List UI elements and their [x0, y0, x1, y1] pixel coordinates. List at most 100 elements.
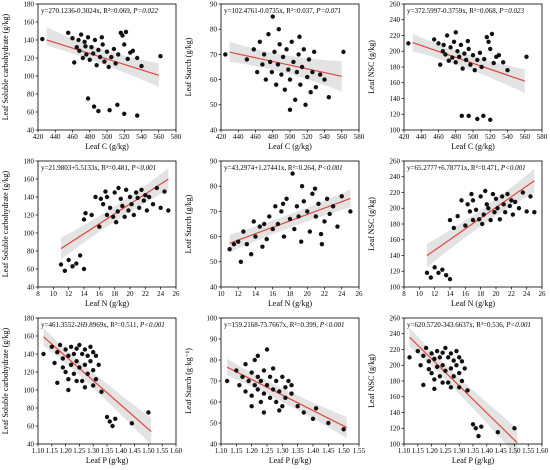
data-point	[255, 69, 260, 75]
data-point	[341, 49, 346, 55]
x-tick-label: 540	[319, 133, 330, 141]
data-point	[470, 198, 476, 203]
data-point	[492, 209, 497, 215]
data-point	[260, 62, 265, 67]
data-point	[289, 39, 294, 44]
data-point	[445, 355, 451, 360]
data-point	[279, 209, 284, 214]
x-tick-label: 540	[502, 133, 513, 141]
data-point	[77, 48, 82, 53]
x-tick-label: 440	[416, 133, 427, 141]
data-point	[274, 399, 279, 405]
data-point	[113, 416, 118, 421]
data-point	[486, 206, 491, 211]
x-tick-label: 1.45	[494, 447, 507, 455]
regression-equation: y=159.2168-73.7667x, R²=0.399, P<0.001	[224, 321, 345, 329]
x-tick-label: 16	[462, 290, 470, 298]
data-point	[479, 64, 484, 70]
data-point	[406, 41, 411, 46]
data-point	[318, 231, 324, 237]
data-point	[335, 224, 340, 229]
data-point	[275, 62, 281, 67]
data-point	[257, 39, 263, 44]
data-point	[269, 69, 275, 75]
x-tick-label: 20	[304, 290, 312, 298]
data-point	[261, 368, 267, 373]
data-point	[89, 45, 94, 50]
data-point	[443, 272, 449, 278]
y-tick-label: 40	[27, 283, 35, 291]
r-squared-text: R²=0.264,	[288, 164, 318, 172]
y-tick-label: 260	[390, 314, 401, 322]
x-tick-label: 20	[127, 290, 135, 298]
data-point	[481, 212, 486, 217]
y-axis-label: Leaf NSC (g/kg)	[367, 197, 376, 251]
data-point	[448, 351, 454, 356]
data-point	[301, 410, 306, 415]
r-squared-text: R²=0.511,	[110, 321, 140, 329]
data-point	[421, 353, 426, 358]
data-point	[476, 433, 481, 439]
data-point	[482, 56, 487, 62]
data-point	[123, 29, 129, 35]
data-point	[49, 344, 54, 349]
regression-line	[412, 42, 525, 82]
data-point	[445, 380, 451, 385]
equation-text: y=43.2974+1.27441x,	[224, 164, 288, 172]
x-tick-label: 24	[157, 290, 165, 298]
data-point	[495, 206, 500, 211]
data-point	[83, 44, 88, 49]
y-tick-label: 180	[24, 0, 35, 8]
equation-text: y=372.5997-0.3759x,	[407, 7, 469, 15]
y-tick-label: 220	[390, 32, 401, 40]
data-point	[249, 393, 254, 398]
data-point	[312, 186, 318, 191]
data-point	[307, 229, 313, 234]
data-point	[415, 348, 420, 354]
data-point	[283, 385, 288, 390]
data-point	[109, 54, 114, 60]
x-axis-label: Leaf N (g/kg)	[451, 299, 495, 308]
data-point	[280, 374, 285, 379]
data-point	[92, 37, 98, 43]
data-point	[291, 59, 296, 65]
data-point	[263, 77, 269, 82]
data-point	[82, 347, 88, 352]
data-point	[249, 370, 254, 375]
data-point	[465, 388, 470, 393]
data-point	[447, 276, 453, 282]
y-tick-label: 140	[390, 409, 401, 417]
y-tick-label: 140	[390, 95, 401, 103]
data-point	[85, 96, 91, 101]
data-point	[252, 357, 257, 363]
x-tick-label: 1.20	[425, 447, 438, 455]
r-squared-text: R²=0.068,	[469, 7, 499, 15]
data-point	[457, 54, 462, 59]
data-point	[253, 234, 258, 239]
data-point	[270, 366, 276, 371]
data-point	[241, 229, 246, 234]
regression-equation: y=43.2974+1.27441x, R²=0.264, P<0.001	[224, 164, 343, 172]
data-point	[60, 365, 66, 370]
data-point	[473, 426, 478, 431]
scatter-panel-c: 420 440 460 480 500 520 540 560 580 100 120 140 160 1…	[367, 0, 548, 151]
data-point	[339, 194, 344, 199]
data-point	[440, 350, 445, 355]
x-tick-label: 480	[268, 133, 279, 141]
x-tick-label: 18	[111, 290, 119, 298]
data-point	[123, 187, 129, 192]
y-tick-label: 100	[390, 126, 401, 134]
data-point	[74, 346, 79, 351]
data-point	[459, 113, 464, 119]
data-point	[82, 385, 88, 390]
x-tick-label: 560	[337, 133, 348, 141]
x-tick-label: 580	[537, 133, 548, 141]
data-point	[460, 66, 465, 71]
y-axis-label: Leaf Starch (g·kg⁻¹)	[184, 348, 193, 414]
data-point	[94, 62, 99, 68]
x-tick-label: 24	[523, 290, 531, 298]
data-point	[55, 350, 60, 355]
data-point	[106, 64, 111, 70]
data-point	[499, 194, 505, 199]
data-point	[424, 270, 430, 276]
